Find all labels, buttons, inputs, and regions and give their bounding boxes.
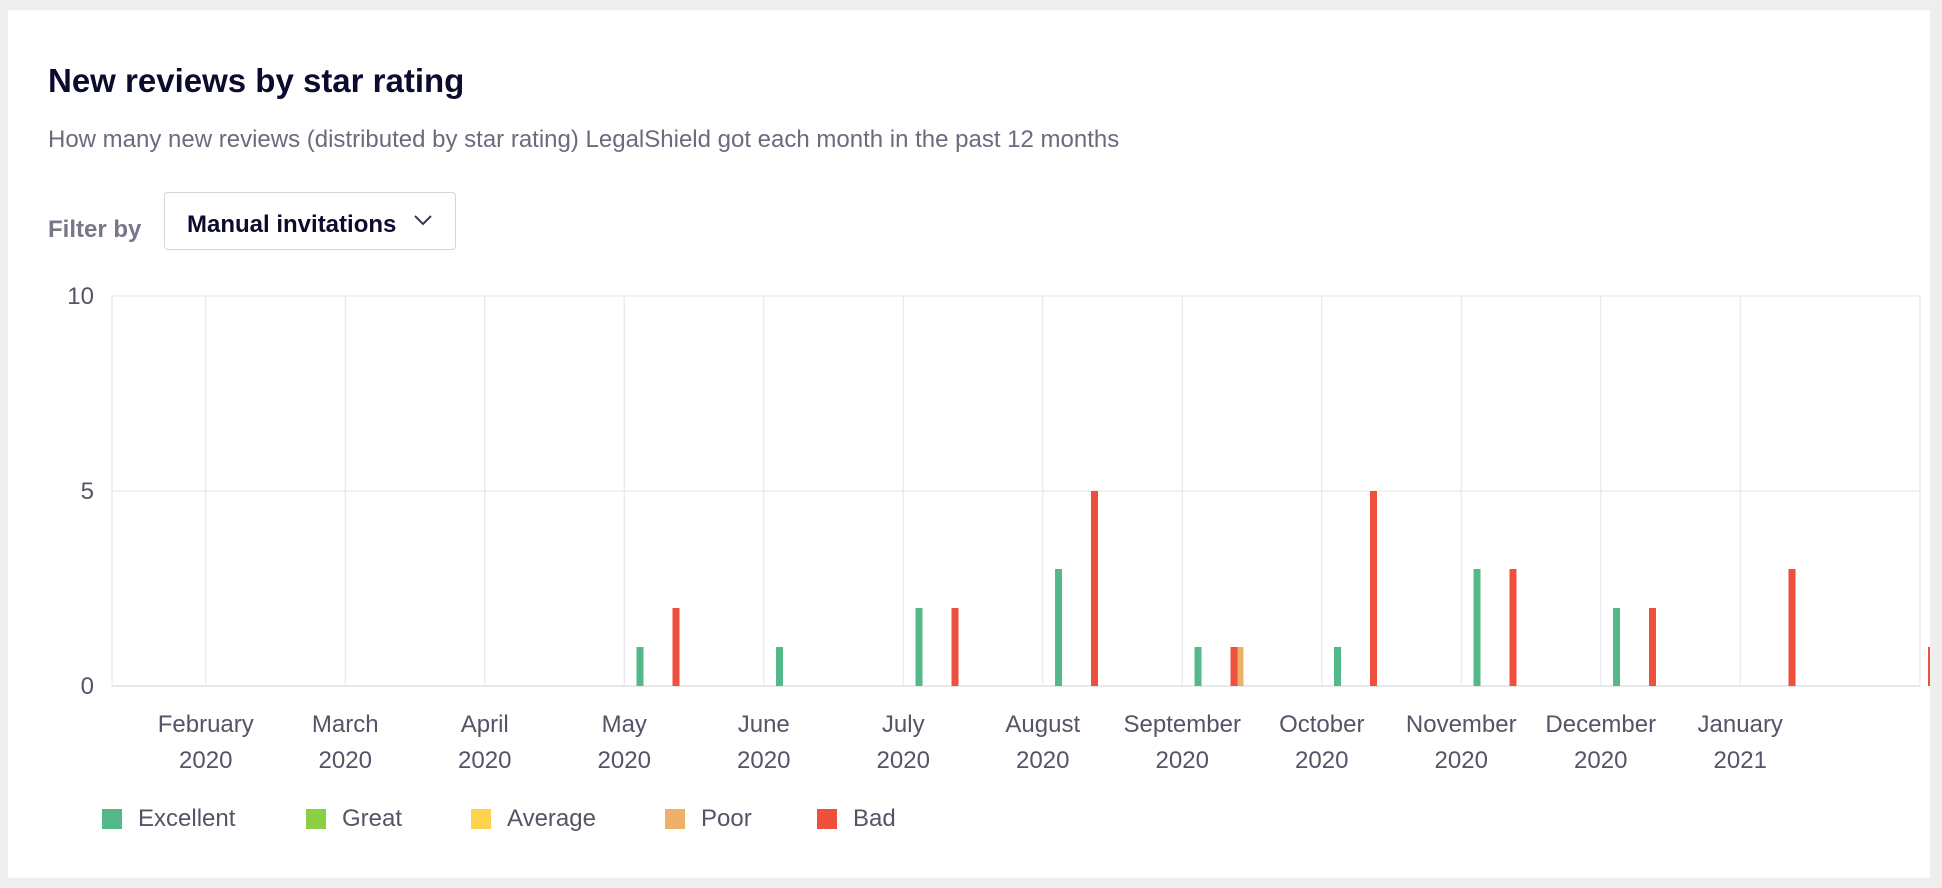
filter-dropdown-value: Manual invitations bbox=[187, 211, 397, 238]
legend-swatch bbox=[471, 809, 491, 829]
filter-dropdown[interactable]: Manual invitations bbox=[164, 192, 456, 250]
x-tick-label-year: 2020 bbox=[1156, 747, 1209, 774]
legend-item-average[interactable]: Average bbox=[471, 804, 596, 834]
bar-excellent bbox=[1613, 608, 1620, 686]
legend-swatch bbox=[665, 809, 685, 829]
x-tick-label-year: 2020 bbox=[319, 747, 372, 774]
bar-bad bbox=[1788, 569, 1796, 686]
bar-bad bbox=[672, 608, 680, 686]
x-tick-label-year: 2020 bbox=[1435, 747, 1488, 774]
legend-swatch bbox=[306, 809, 326, 829]
x-tick-label-year: 2020 bbox=[179, 747, 232, 774]
x-tick-label-year: 2020 bbox=[1016, 747, 1069, 774]
filter-label: Filter by bbox=[48, 216, 142, 243]
bar-bad bbox=[1091, 491, 1098, 686]
bar-excellent bbox=[776, 647, 783, 686]
legend-label: Poor bbox=[701, 805, 752, 832]
bar-excellent bbox=[1194, 647, 1202, 686]
x-tick-label-month: February bbox=[158, 711, 254, 738]
chevron-down-icon bbox=[414, 215, 432, 226]
bar-excellent bbox=[636, 647, 644, 686]
bar-bad bbox=[1649, 608, 1656, 686]
x-tick-label-month: July bbox=[882, 711, 925, 738]
x-tick-label-month: August bbox=[1005, 711, 1080, 738]
legend-label: Bad bbox=[853, 805, 896, 832]
bar-poor bbox=[1236, 647, 1244, 686]
x-tick-label-year: 2020 bbox=[1295, 747, 1348, 774]
bar-chart: 0 5 10 February 2020 March 2020 April 2020 May 202… bbox=[67, 283, 1930, 774]
y-tick-label: 5 bbox=[81, 478, 94, 505]
legend-label: Excellent bbox=[138, 805, 236, 832]
legend-item-bad[interactable]: Bad bbox=[817, 804, 896, 834]
legend-swatch bbox=[102, 809, 122, 829]
x-tick-label-month: January bbox=[1698, 711, 1783, 738]
x-tick-label-month: June bbox=[738, 711, 790, 738]
bar-excellent bbox=[1473, 569, 1481, 686]
x-tick-label-month: December bbox=[1545, 711, 1656, 738]
x-tick-label-year: 2020 bbox=[737, 747, 790, 774]
legend-item-excellent[interactable]: Excellent bbox=[102, 804, 235, 834]
bar-excellent bbox=[1334, 647, 1341, 686]
x-tick-label-month: April bbox=[461, 711, 509, 738]
legend-item-poor[interactable]: Poor bbox=[665, 804, 752, 834]
x-tick-label-year: 2020 bbox=[1574, 747, 1627, 774]
bar-bad bbox=[1928, 647, 1930, 686]
bar-excellent bbox=[1055, 569, 1062, 686]
x-tick-label-year: 2020 bbox=[877, 747, 930, 774]
x-tick-label-month: October bbox=[1279, 711, 1364, 738]
legend-label: Average bbox=[507, 805, 596, 832]
legend-label: Great bbox=[342, 805, 403, 832]
chart-card: New reviews by star rating How many new … bbox=[8, 10, 1930, 878]
x-tick-label-month: March bbox=[312, 711, 379, 738]
y-tick-label: 10 bbox=[67, 283, 94, 310]
legend-swatch bbox=[817, 809, 837, 829]
bar-excellent bbox=[915, 608, 923, 686]
bar-bad bbox=[1230, 647, 1238, 686]
x-tick-label-year: 2020 bbox=[458, 747, 511, 774]
x-tick-label-year: 2021 bbox=[1714, 747, 1767, 774]
y-tick-label: 0 bbox=[81, 673, 94, 700]
bar-bad bbox=[1509, 569, 1517, 686]
legend-item-great[interactable]: Great bbox=[306, 804, 402, 834]
x-tick-label-month: November bbox=[1406, 711, 1517, 738]
x-tick-label-year: 2020 bbox=[598, 747, 651, 774]
x-tick-label-month: May bbox=[602, 711, 647, 738]
chart-title: New reviews by star rating bbox=[48, 62, 465, 99]
chart-subtitle: How many new reviews (distributed by sta… bbox=[48, 126, 1120, 153]
bar-bad bbox=[1370, 491, 1377, 686]
bar-bad bbox=[951, 608, 959, 686]
x-tick-label-month: September bbox=[1124, 711, 1241, 738]
